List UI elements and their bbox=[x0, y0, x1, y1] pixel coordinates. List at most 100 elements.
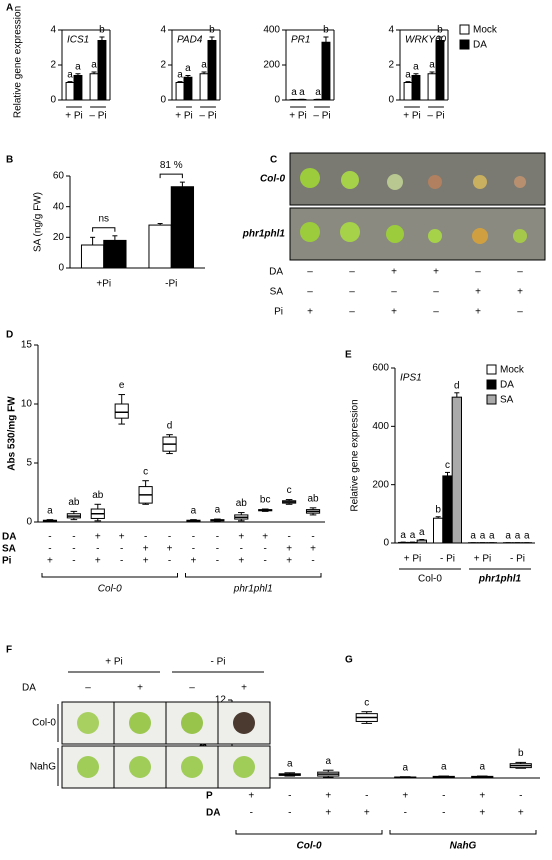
treatment-mark: - bbox=[216, 532, 219, 543]
group-label: phr1phl1 bbox=[478, 574, 522, 585]
seedling bbox=[77, 756, 99, 778]
y-tick-label: 20 bbox=[53, 232, 65, 243]
bar bbox=[149, 225, 171, 268]
significance-letter: a bbox=[191, 505, 197, 516]
chart-title: IPS1 bbox=[400, 373, 422, 384]
condition-header: - Pi bbox=[211, 657, 226, 668]
significance-letter: a bbox=[75, 61, 81, 72]
group-label: Col-0 bbox=[297, 841, 322, 852]
treatment-mark: + bbox=[286, 544, 292, 555]
legend-swatch bbox=[487, 395, 496, 404]
significance-letter: d bbox=[167, 420, 173, 431]
x-tick-label: + Pi bbox=[289, 111, 307, 122]
treatment-mark: + bbox=[325, 808, 331, 819]
significance-letter: a bbox=[470, 530, 476, 541]
seedling bbox=[181, 712, 203, 734]
significance-letter: bc bbox=[260, 495, 271, 506]
treatment-mark: + bbox=[137, 683, 143, 694]
treatment-mark: + bbox=[391, 307, 397, 318]
treatment-mark: + bbox=[517, 287, 523, 298]
bar bbox=[81, 245, 103, 268]
legend-swatch bbox=[460, 25, 469, 34]
bar bbox=[436, 41, 444, 101]
significance-letter: a bbox=[480, 530, 486, 541]
treatment-mark: + bbox=[391, 267, 397, 278]
treatment-mark: - bbox=[144, 532, 147, 543]
significance-letter: a bbox=[400, 530, 406, 541]
significance-letter: a bbox=[185, 63, 191, 74]
x-tick-label: – Pi bbox=[199, 111, 216, 122]
treatment-mark: + bbox=[307, 307, 313, 318]
significance-letter: b bbox=[323, 25, 329, 36]
treatment-label: DA bbox=[269, 267, 283, 278]
bracket bbox=[160, 174, 182, 178]
treatment-mark: + bbox=[475, 307, 481, 318]
treatment-mark: – bbox=[189, 683, 195, 694]
x-tick-label: - Pi bbox=[440, 554, 455, 565]
y-tick-label: 2 bbox=[160, 60, 166, 71]
treatment-mark: – bbox=[475, 267, 481, 278]
treatment-mark: - bbox=[264, 544, 267, 555]
treatment-mark: - bbox=[192, 532, 195, 543]
legend-swatch bbox=[487, 380, 496, 389]
significance-letter: a bbox=[405, 69, 411, 80]
bar bbox=[98, 41, 106, 101]
treatment-label: DA bbox=[206, 808, 220, 819]
treatment-mark: + bbox=[248, 791, 254, 802]
significance-letter: a bbox=[215, 505, 221, 516]
y-tick-label: 0 bbox=[50, 95, 56, 106]
bar bbox=[428, 74, 436, 100]
significance-letter: a bbox=[177, 69, 183, 80]
y-tick-label: 0 bbox=[26, 517, 32, 528]
y-tick-label: 5 bbox=[26, 458, 32, 469]
treatment-mark: + bbox=[143, 544, 149, 555]
group-brace bbox=[390, 830, 536, 834]
treatment-mark: + bbox=[286, 556, 292, 567]
y-tick-label: 4 bbox=[50, 25, 56, 36]
treatment-mark: - bbox=[72, 532, 75, 543]
legend-label: DA bbox=[500, 380, 514, 391]
y-tick-label: 60 bbox=[53, 171, 65, 182]
treatment-mark: - bbox=[120, 544, 123, 555]
bar bbox=[443, 476, 452, 543]
y-tick-label: 40 bbox=[53, 201, 65, 212]
treatment-mark: - bbox=[442, 808, 445, 819]
legend-label: SA bbox=[500, 395, 514, 406]
y-tick-label: 4 bbox=[160, 25, 166, 36]
significance-letter: a bbox=[410, 530, 416, 541]
treatment-mark: - bbox=[264, 556, 267, 567]
photo bbox=[290, 153, 545, 205]
treatment-mark: - bbox=[216, 544, 219, 555]
significance-letter: b bbox=[209, 25, 215, 36]
chart-title: PR1 bbox=[291, 35, 310, 46]
significance-letter: d bbox=[454, 380, 460, 391]
significance-letter: a bbox=[67, 69, 73, 80]
y-axis-label: Relative gene expression bbox=[350, 399, 361, 511]
panel-label: E bbox=[345, 350, 352, 361]
treatment-label: SA bbox=[270, 287, 284, 298]
significance-letter: e bbox=[119, 380, 125, 391]
treatment-mark: + bbox=[325, 791, 331, 802]
group-brace bbox=[42, 573, 178, 577]
bar bbox=[66, 83, 74, 101]
treatment-mark: - bbox=[240, 544, 243, 555]
significance-letter: a bbox=[419, 527, 425, 538]
x-tick-label: – Pi bbox=[313, 111, 330, 122]
treatment-mark: + bbox=[238, 556, 244, 567]
seedling bbox=[77, 712, 99, 734]
treatment-mark: – bbox=[85, 683, 91, 694]
treatment-mark: + bbox=[479, 808, 485, 819]
significance-letter: a bbox=[489, 530, 495, 541]
annotation: ns bbox=[98, 213, 109, 224]
y-tick-label: 200 bbox=[372, 479, 389, 490]
y-tick-label: 600 bbox=[372, 363, 389, 374]
bar bbox=[452, 397, 461, 543]
treatment-mark: - bbox=[72, 544, 75, 555]
legend-label: DA bbox=[473, 40, 487, 51]
panel-label: D bbox=[6, 330, 13, 341]
y-tick-label: 400 bbox=[372, 421, 389, 432]
treatment-mark: + bbox=[95, 532, 101, 543]
bracket bbox=[93, 228, 115, 232]
x-tick-label: + Pi bbox=[404, 554, 422, 565]
